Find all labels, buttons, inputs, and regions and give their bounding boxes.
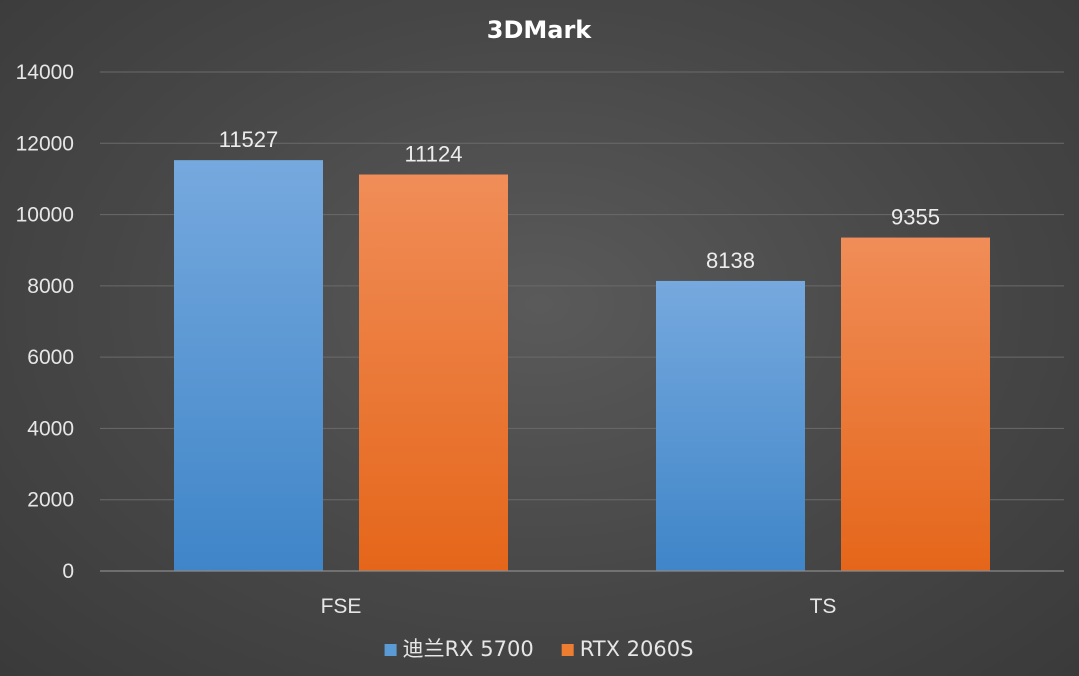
y-tick-label: 10000 (16, 204, 74, 227)
data-label: 11124 (405, 142, 463, 167)
y-tick-label: 0 (62, 560, 74, 583)
legend-label: 迪兰RX 5700 (403, 637, 534, 661)
chart-title: 3DMark (487, 16, 593, 44)
bar-fse-series-1 (359, 174, 508, 571)
y-tick-label: 14000 (16, 61, 74, 84)
legend-item: RTX 2060S (561, 637, 694, 661)
x-axis-categories: FSE TS (321, 595, 837, 618)
y-tick-label: 8000 (27, 275, 74, 298)
data-label: 11527 (219, 127, 279, 152)
bar-ts-series-1 (841, 237, 990, 571)
y-tick-label: 12000 (16, 132, 74, 155)
data-labels: 11527 11124 8138 9355 (219, 127, 940, 273)
data-label: 8138 (706, 248, 755, 273)
x-category-label: FSE (321, 595, 362, 618)
y-tick-label: 2000 (27, 489, 74, 512)
bar-ts-series-0 (656, 280, 805, 571)
x-category-label: TS (810, 595, 837, 618)
legend-label: RTX 2060S (580, 637, 694, 661)
y-axis-ticks: 0 2000 4000 6000 8000 10000 12000 14000 (16, 61, 74, 583)
legend-item: 迪兰RX 5700 (384, 637, 534, 661)
legend-swatch (561, 644, 574, 656)
legend-swatch (384, 644, 397, 656)
y-tick-label: 4000 (27, 417, 74, 440)
legend: 迪兰RX 5700 RTX 2060S (384, 637, 694, 661)
bars (174, 160, 990, 572)
y-tick-label: 6000 (27, 346, 74, 369)
bar-fse-series-0 (174, 160, 323, 572)
data-label: 9355 (891, 205, 940, 230)
